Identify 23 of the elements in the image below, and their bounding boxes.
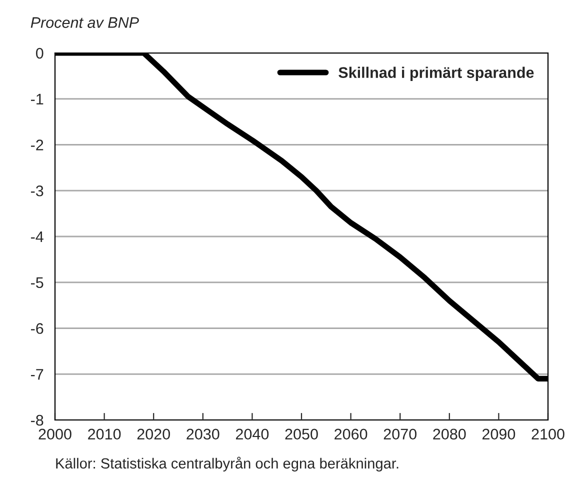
y-tick-label: -6 (30, 323, 44, 334)
x-tick-label: 2030 (186, 428, 220, 440)
x-tick-label: 2060 (334, 428, 368, 440)
y-tick-label: -3 (30, 185, 44, 196)
y-tick-label: 0 (36, 48, 44, 59)
y-tick-label: -4 (30, 232, 44, 242)
x-tick-label: 2090 (482, 428, 516, 440)
y-tick-label: -1 (30, 94, 44, 104)
text: Källor: Statistiska centralbyrån och egna beräkningar. (56, 456, 398, 472)
y-tick-label: -2 (30, 140, 44, 150)
y-axis-title: Procent av BNP (30, 17, 139, 28)
x-tick-label: 2080 (433, 428, 466, 440)
y-tick-label: -8 (30, 414, 44, 426)
x-tick-label: 2040 (236, 428, 269, 440)
legend-label: Skillnad i primärt sparande (338, 66, 534, 81)
x-tick-label: 2100 (532, 428, 564, 440)
x-tick-label: 2010 (88, 428, 121, 440)
x-tick-label: 2050 (285, 428, 318, 440)
x-tick-label: 2070 (384, 428, 416, 440)
x-tick-label: 2020 (137, 428, 170, 440)
x-tick-label: 2000 (38, 428, 72, 440)
y-tick-label: -7 (30, 369, 44, 380)
y-tick-label: -5 (30, 277, 44, 288)
